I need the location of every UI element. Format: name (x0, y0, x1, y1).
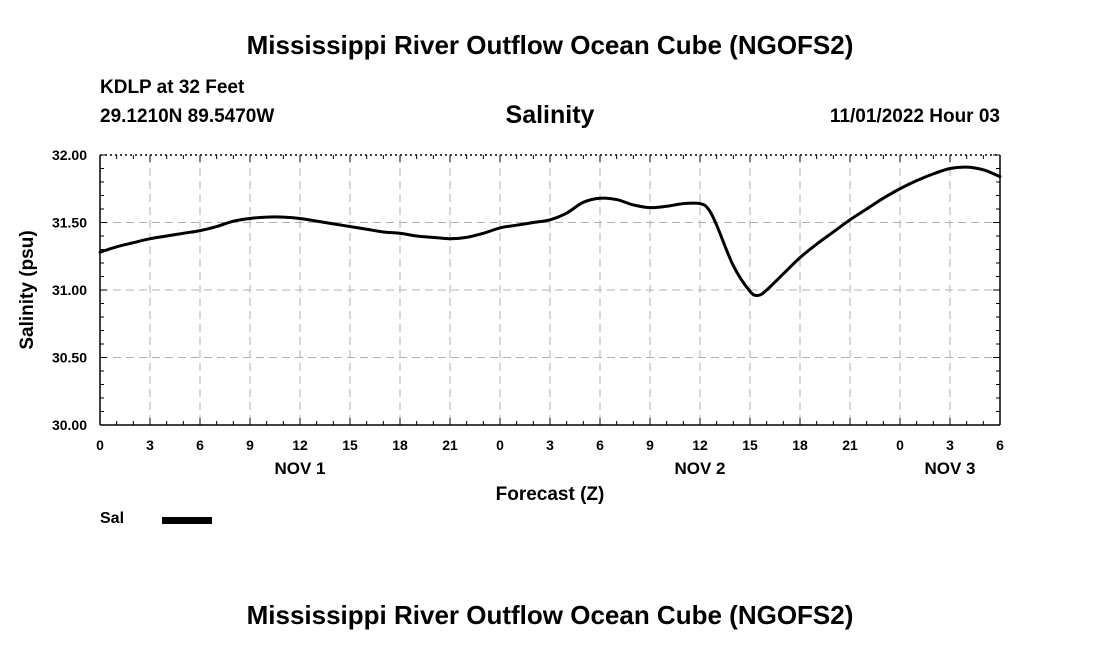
station-coordinates: 29.1210N 89.5470W (100, 106, 275, 127)
x-tick-label: 18 (392, 437, 408, 453)
x-tick-label: 6 (196, 437, 204, 453)
x-tick-label: 15 (742, 437, 758, 453)
chart-main-title: Mississippi River Outflow Ocean Cube (NG… (246, 30, 854, 60)
station-label: KDLP at 32 Feet (100, 77, 245, 98)
x-tick-label: 6 (596, 437, 604, 453)
x-tick-label: 12 (292, 437, 308, 453)
x-tick-label: 6 (996, 437, 1004, 453)
footer-title: Mississippi River Outflow Ocean Cube (NG… (246, 600, 854, 630)
x-day-label: NOV 3 (924, 459, 975, 478)
x-tick-label: 9 (246, 437, 254, 453)
x-tick-label: 0 (496, 437, 504, 453)
x-tick-label: 12 (692, 437, 708, 453)
y-axis-title: Salinity (psu) (17, 230, 38, 349)
y-tick-label: 30.00 (52, 417, 87, 433)
x-day-label: NOV 1 (274, 459, 325, 478)
x-tick-label: 0 (96, 437, 104, 453)
legend-label-sal: Sal (100, 510, 125, 527)
y-tick-label: 30.50 (52, 350, 87, 366)
x-tick-label: 9 (646, 437, 654, 453)
forecast-timestamp: 11/01/2022 Hour 03 (829, 106, 1000, 127)
y-tick-label: 31.00 (52, 282, 87, 298)
x-tick-label: 3 (946, 437, 954, 453)
x-axis-title: Forecast (Z) (496, 484, 605, 505)
x-tick-label: 21 (442, 437, 458, 453)
x-tick-label: 0 (896, 437, 904, 453)
variable-title: Salinity (505, 101, 595, 129)
x-tick-label: 18 (792, 437, 808, 453)
x-tick-label: 21 (842, 437, 858, 453)
y-tick-label: 31.50 (52, 215, 87, 231)
y-tick-label: 32.00 (52, 147, 87, 163)
x-day-label: NOV 2 (674, 459, 725, 478)
x-tick-label: 3 (146, 437, 154, 453)
series-line-sal (98, 165, 1002, 298)
legend-swatch-sal (162, 517, 212, 524)
x-tick-label: 3 (546, 437, 554, 453)
x-tick-label: 15 (342, 437, 358, 453)
